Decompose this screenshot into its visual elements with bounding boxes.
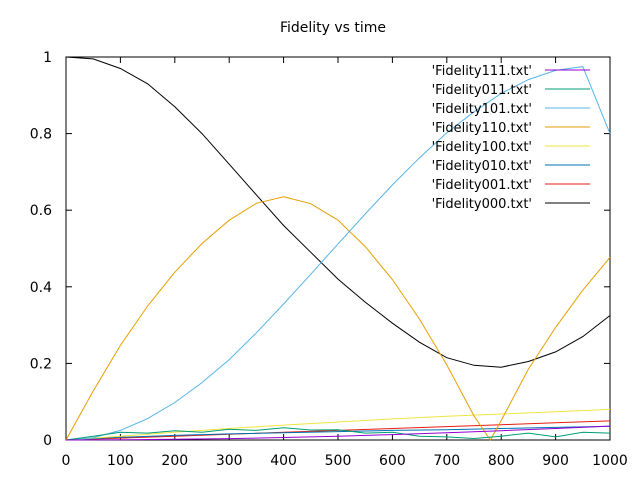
legend: 'Fidelity111.txt' 'Fidelity011.txt' 'Fidel…	[432, 64, 590, 212]
series-line-fidelity011-txt	[65, 427, 611, 441]
legend-label-fidelity000-txt: 'Fidelity000.txt'	[432, 197, 532, 212]
y-tick-label: 1	[43, 50, 52, 66]
x-tick-label: 600	[379, 453, 406, 469]
x-tick-label: 200	[161, 453, 188, 469]
legend-label-fidelity100-txt: 'Fidelity100.txt'	[432, 140, 532, 155]
x-tick-label: 100	[107, 453, 134, 469]
legend-label-fidelity010-txt: 'Fidelity010.txt'	[432, 159, 532, 174]
series-line-fidelity001-txt	[65, 420, 611, 441]
x-tick-label: 800	[488, 453, 515, 469]
legend-label-fidelity001-txt: 'Fidelity001.txt'	[432, 178, 532, 193]
legend-label-fidelity110-txt: 'Fidelity110.txt'	[432, 121, 532, 136]
legend-label-fidelity111-txt: 'Fidelity111.txt'	[432, 64, 532, 79]
series-line-fidelity000-txt	[65, 56, 611, 368]
x-tick-label: 1000	[592, 453, 628, 469]
legend-label-fidelity011-txt: 'Fidelity011.txt'	[432, 83, 532, 98]
x-tick-label: 300	[216, 453, 243, 469]
series-line-fidelity100-txt	[65, 408, 611, 441]
x-tick-label: 500	[325, 453, 352, 469]
series-layer	[65, 56, 611, 441]
y-tick-label: 0.2	[30, 356, 52, 372]
legend-label-fidelity101-txt: 'Fidelity101.txt'	[432, 102, 532, 117]
series-line-fidelity110-txt	[65, 196, 611, 441]
x-tick-label: 700	[433, 453, 460, 469]
x-tick-label: 900	[542, 453, 569, 469]
x-tick-label: 0	[62, 453, 71, 469]
series-line-fidelity010-txt	[65, 425, 611, 441]
y-tick-label: 0	[43, 433, 52, 449]
y-tick-label: 0.4	[30, 280, 52, 296]
chart-title: Fidelity vs time	[280, 20, 386, 36]
x-tick-label: 400	[270, 453, 297, 469]
axes-layer: 0 100 200 300 400 500 600 700 800 900 1000 0 0.2 0.4 0…	[30, 50, 628, 469]
series-line-fidelity111-txt	[65, 425, 611, 441]
series-line-fidelity101-txt	[65, 66, 611, 441]
y-tick-label: 0.6	[30, 203, 52, 219]
y-tick-label: 0.8	[30, 127, 52, 143]
